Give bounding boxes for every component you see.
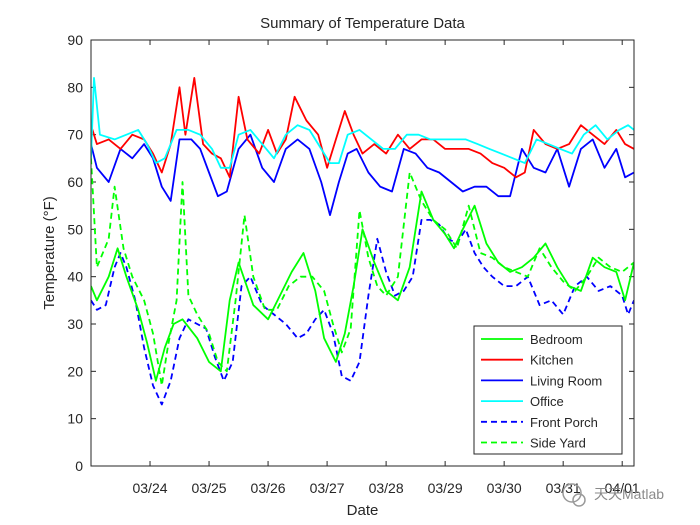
- y-tick-label: 20: [67, 363, 83, 379]
- y-tick-label: 70: [67, 127, 83, 143]
- plot-frame: [90, 39, 635, 467]
- x-tick-label: 03/27: [310, 480, 345, 496]
- x-tick-label: 03/25: [192, 480, 227, 496]
- watermark-text: 天天Matlab: [594, 486, 664, 502]
- legend-label: Office: [530, 394, 564, 409]
- wechat-icon-bubble: [572, 493, 586, 507]
- y-tick-label: 0: [75, 458, 83, 474]
- legend-label: Front Porch: [530, 415, 598, 430]
- series-line-office: [91, 77, 634, 169]
- legend-label: Living Room: [530, 373, 602, 388]
- x-tick-label: 03/30: [487, 480, 522, 496]
- x-tick-label: 04/01: [605, 480, 640, 496]
- legend-label: Bedroom: [530, 332, 583, 347]
- y-axis-label: Temperature (°F): [41, 196, 58, 310]
- x-tick-label: 03/29: [428, 480, 463, 496]
- x-axis-label: Date: [347, 502, 379, 519]
- y-tick-label: 60: [67, 174, 83, 190]
- y-tick-label: 80: [67, 79, 83, 95]
- legend: Bedroom Kitchen Living Room Office Front Por…: [473, 325, 623, 455]
- legend-label: Kitchen: [530, 353, 573, 368]
- wechat-icon: [562, 483, 582, 503]
- y-tick-label: 30: [67, 316, 83, 332]
- series-layer: [91, 77, 634, 406]
- series-line-front-porch: [91, 219, 634, 406]
- y-tick-label: 10: [67, 411, 83, 427]
- x-tick-label: 03/28: [369, 480, 404, 496]
- series-line-living-room: [91, 133, 634, 216]
- legend-box: [473, 325, 623, 455]
- y-tick-label: 90: [67, 32, 83, 48]
- legend-label: Side Yard: [530, 436, 586, 451]
- watermark: 天天Matlab: [562, 483, 664, 507]
- series-line-kitchen: [91, 77, 634, 179]
- axis-ticks: 0 10 20 30 40 50 60 70 80 90 03/24 03/25 03/26 03/27 0…: [67, 32, 639, 496]
- y-tick-label: 50: [67, 221, 83, 237]
- y-tick-label: 40: [67, 269, 83, 285]
- chart-title: Summary of Temperature Data: [260, 15, 465, 32]
- series-line-bedroom: [91, 190, 634, 382]
- x-tick-label: 03/24: [132, 480, 167, 496]
- x-tick-label: 03/26: [251, 480, 286, 496]
